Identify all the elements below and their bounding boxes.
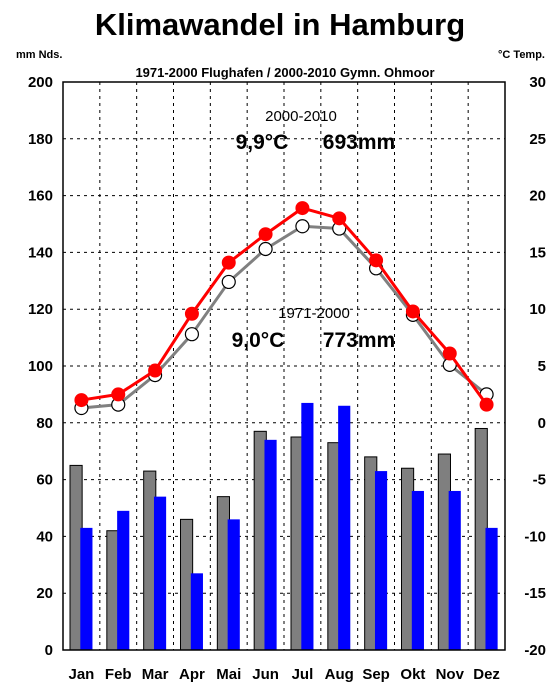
right-tick-label: 0 (538, 415, 546, 432)
right-tick-label: 30 (529, 74, 546, 91)
left-tick-label: 120 (28, 301, 53, 318)
x-tick-label: Jan (68, 666, 94, 683)
right-axis-unit: °C Temp. (498, 49, 545, 61)
right-tick-label: -5 (533, 472, 546, 489)
left-tick-label: 140 (28, 244, 53, 261)
x-tick-label: Jul (292, 666, 314, 683)
x-tick-label: Okt (400, 666, 425, 683)
chart-subtitle: 1971-2000 Flughafen / 2000-2010 Gymn. Oh… (135, 65, 434, 80)
x-axis-ticks: Jan Feb Mar Apr Mai Jun Jul Aug Sep Okt Nov Dez (68, 666, 499, 683)
temp-point-2000-2010 (258, 227, 273, 242)
precip-bar-2000-2010 (485, 527, 498, 650)
temp-point-2000-2010 (369, 253, 384, 268)
left-tick-label: 20 (36, 585, 53, 602)
annotation-period-1971-2000: 1971-2000 (278, 305, 350, 322)
temp-point-2000-2010 (479, 397, 494, 412)
temp-point-2000-2010 (332, 211, 347, 226)
left-tick-label: 0 (45, 642, 53, 659)
left-tick-label: 180 (28, 131, 53, 148)
temp-point-2000-2010 (221, 255, 236, 270)
left-tick-label: 60 (36, 472, 53, 489)
x-tick-label: Dez (473, 666, 500, 683)
plot-frame (62, 81, 506, 651)
x-tick-label: Aug (325, 666, 354, 683)
chart-title: Klimawandel in Hamburg (95, 7, 465, 42)
annotation-period-2000-2010: 2000-2010 (265, 108, 337, 125)
precip-bar-2000-2010 (264, 439, 277, 650)
annotation-precip-2000-2010: 693mm (323, 131, 395, 154)
precip-bar-2000-2010 (301, 402, 314, 650)
precip-bar-2000-2010 (338, 405, 351, 650)
precip-bar-2000-2010 (448, 490, 461, 650)
temp-point-2000-2010 (148, 363, 163, 378)
x-tick-label: Nov (436, 666, 465, 683)
left-tick-label: 80 (36, 415, 53, 432)
right-tick-label: -15 (524, 585, 546, 602)
temp-point-2000-2010 (405, 304, 420, 319)
left-axis-unit: mm Nds. (16, 49, 62, 61)
temp-line-1971-2000 (81, 224, 488, 410)
temperature-lines (74, 201, 494, 416)
right-tick-label: 5 (538, 358, 546, 375)
temp-point-2000-2010 (295, 201, 310, 216)
annotation-temp-1971-2000: 9,0°C (232, 329, 285, 352)
x-tick-label: Feb (105, 666, 132, 683)
precip-bar-2000-2010 (153, 496, 167, 650)
right-tick-label: 15 (529, 244, 546, 261)
precip-bar-2000-2010 (117, 510, 130, 650)
left-axis-ticks: 0 20 40 60 80 100 120 140 160 180 200 (28, 74, 53, 659)
right-tick-label: -10 (524, 528, 546, 545)
right-tick-label: 25 (529, 131, 546, 148)
left-tick-label: 200 (28, 74, 53, 91)
x-tick-label: Sep (362, 666, 390, 683)
temp-point-1971-2000 (295, 219, 310, 234)
annotation-temp-2000-2010: 9,9°C (236, 131, 289, 154)
temp-point-1971-2000 (184, 327, 200, 342)
left-tick-label: 40 (36, 528, 53, 545)
temp-point-2000-2010 (74, 393, 89, 408)
x-tick-label: Jun (252, 666, 279, 683)
temp-point-1971-2000 (258, 241, 273, 257)
temp-point-1971-2000 (221, 274, 236, 290)
right-axis-ticks: -20 -15 -10 -5 0 5 10 15 20 25 30 (524, 74, 546, 659)
temp-point-2000-2010 (184, 306, 199, 321)
precip-bar-2000-2010 (190, 573, 203, 650)
right-tick-label: 10 (529, 301, 546, 318)
precipitation-bars (69, 402, 498, 651)
temp-point-2000-2010 (111, 387, 126, 402)
left-tick-label: 160 (28, 188, 53, 205)
left-tick-label: 100 (28, 358, 53, 375)
x-tick-label: Mai (216, 666, 241, 683)
right-tick-label: 20 (529, 188, 546, 205)
x-tick-label: Mar (142, 666, 169, 683)
precip-bar-2000-2010 (374, 471, 388, 650)
precip-bar-2000-2010 (411, 490, 424, 650)
precip-bar-2000-2010 (227, 519, 240, 650)
precip-bar-2000-2010 (80, 527, 93, 650)
annotation-precip-1971-2000: 773mm (323, 329, 395, 352)
right-tick-label: -20 (524, 642, 546, 659)
temp-line-2000-2010 (81, 206, 488, 406)
x-tick-label: Apr (179, 666, 205, 683)
temp-point-2000-2010 (442, 346, 457, 361)
